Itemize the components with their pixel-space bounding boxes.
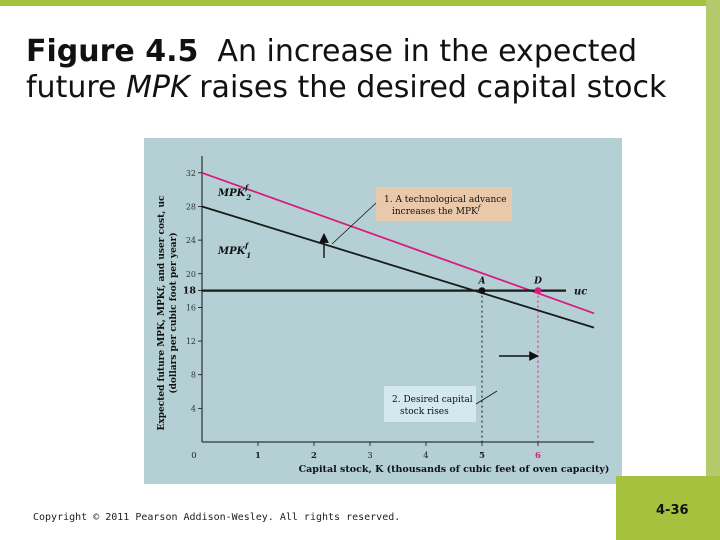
y-tick-label: 28: [186, 202, 196, 211]
page-number: 4-36: [656, 503, 689, 518]
series-label-uc: uc: [574, 287, 587, 298]
x-tick-label: 6: [535, 451, 541, 461]
x-tick-label: 2: [311, 451, 317, 461]
annotation-1-line1: 1. A technological advance: [384, 195, 507, 205]
series-line-MPK1f: [201, 205, 595, 329]
copyright-notice: Copyright © 2011 Pearson Addison-Wesley.…: [33, 512, 401, 523]
annotation-1-box: [376, 187, 512, 221]
y-axis-subtitle: (dollars per cubic foot per year): [168, 232, 179, 393]
title-text-part1: An increase in the expected future: [26, 34, 638, 105]
page-number-box: 4-36: [616, 476, 720, 540]
series-label-MPK1f: MPK1f: [217, 241, 251, 260]
x-tick-label: 0: [191, 451, 196, 461]
point-label-D: D: [533, 277, 542, 287]
x-tick-label: 3: [367, 451, 372, 461]
y-tick-label: 12: [186, 337, 196, 346]
y-tick-label: 4: [191, 404, 196, 413]
point-label-A: A: [478, 277, 486, 287]
x-tick-label: 5: [479, 451, 485, 461]
y-tick-label: 32: [186, 169, 196, 178]
y-tick-label: 16: [186, 303, 196, 312]
annotation-2-box: [384, 386, 476, 422]
x-axis-title: Capital stock, K (thousands of cubic fee…: [299, 464, 610, 475]
y-tick-label: 8: [191, 371, 196, 380]
y-tick-label: 18: [183, 286, 197, 297]
title-text-part2: raises the desired capital stock: [189, 70, 667, 105]
x-tick-label: 4: [423, 451, 428, 461]
series-layer: MPK2f MPK1f uc: [201, 171, 595, 329]
annotation-1-line2: increases the MPKf: [392, 204, 482, 217]
title-text-italic: MPK: [126, 70, 190, 105]
annotation-2-line1: 2. Desired capital: [392, 395, 473, 405]
annotation-2: 2. Desired capital stock rises: [384, 386, 476, 422]
point-marker-A: [478, 287, 486, 294]
right-accent-strip: [706, 0, 720, 540]
top-accent-strip: [0, 0, 720, 6]
slide-title: Figure 4.5 An increase in the expected f…: [26, 34, 696, 106]
title-figure-number: Figure 4.5: [26, 34, 199, 69]
y-tick-label: 20: [186, 270, 196, 279]
y-axis-title: Expected future MPK, MPKf, and user cost…: [157, 195, 167, 431]
x-tick-label: 1: [255, 451, 261, 461]
y-tick-label: 24: [186, 236, 196, 245]
annotation-2-line2: stock rises: [400, 407, 449, 417]
annotation-1: 1. A technological advance increases the…: [376, 187, 512, 221]
annotation-1-pointer: [331, 202, 377, 245]
series-label-MPK2f: MPK2f: [217, 183, 251, 202]
point-marker-D: [534, 287, 542, 294]
annotation-2-pointer: [475, 390, 498, 405]
